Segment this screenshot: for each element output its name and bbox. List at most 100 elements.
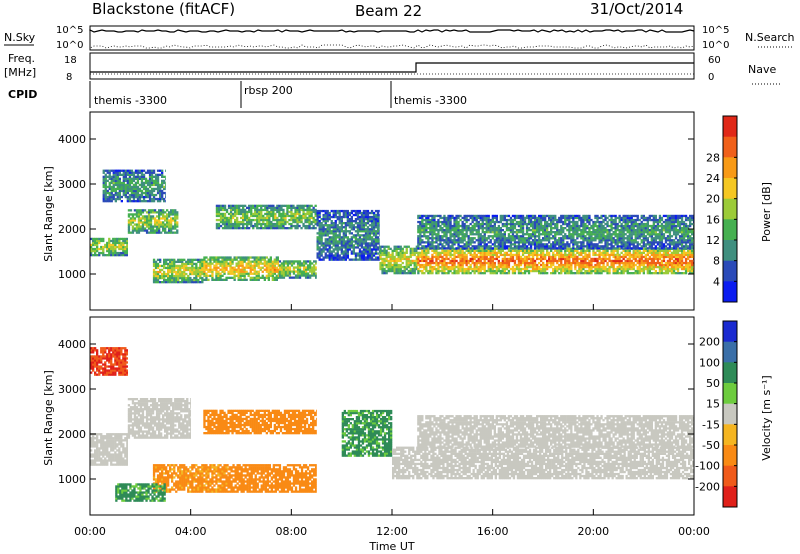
- heatmap-cell: [162, 213, 165, 216]
- heatmap-cell: [523, 267, 527, 271]
- heatmap-cell: [550, 263, 553, 267]
- heatmap-cell: [236, 210, 239, 214]
- heatmap-cell: [215, 206, 219, 209]
- heatmap-cell: [505, 229, 509, 232]
- heatmap-cell: [574, 263, 577, 267]
- heatmap-cell: [286, 206, 289, 209]
- heatmap-cell: [288, 210, 291, 214]
- heatmap-cell: [489, 265, 492, 269]
- heatmap-cell: [473, 253, 476, 257]
- heatmap-cell: [590, 259, 593, 263]
- heatmap-cell: [395, 272, 398, 275]
- heatmap-cell: [509, 253, 513, 257]
- heatmap-cell: [162, 225, 165, 228]
- heatmap-cell: [126, 243, 128, 247]
- heatmap-cell: [173, 268, 176, 272]
- heatmap-cell: [680, 249, 684, 252]
- heatmap-cell: [376, 242, 380, 245]
- heatmap-cell: [116, 193, 119, 197]
- heatmap-cell: [316, 240, 319, 243]
- heatmap-cell: [427, 249, 430, 252]
- heatmap-cell: [421, 259, 424, 263]
- heatmap-cell: [104, 200, 107, 203]
- heatmap-cell: [594, 251, 597, 254]
- heatmap-cell: [461, 222, 464, 226]
- heatmap-cell: [419, 227, 422, 230]
- heatmap-cell: [449, 229, 452, 232]
- heatmap-cell: [449, 231, 452, 234]
- heatmap-cell: [465, 247, 468, 250]
- heatmap-cell: [495, 253, 498, 257]
- heatmap-cell: [183, 262, 186, 266]
- heatmap-cell: [139, 227, 143, 230]
- heatmap-cell: [453, 231, 456, 234]
- heatmap-cell: [403, 255, 406, 259]
- heatmap-cell: [477, 233, 480, 236]
- heatmap-cell: [542, 257, 545, 261]
- heatmap-cell: [594, 272, 597, 275]
- heatmap-cell: [310, 204, 313, 207]
- heatmap-cell: [338, 218, 341, 221]
- heatmap-cell: [346, 246, 349, 249]
- heatmap-cell: [469, 247, 472, 250]
- heatmap-cell: [495, 257, 498, 261]
- heatmap-cell: [372, 224, 376, 227]
- heatmap-cell: [370, 215, 374, 219]
- heatmap-cell: [437, 265, 440, 269]
- heatmap-cell: [134, 193, 138, 197]
- heatmap-cell: [550, 261, 553, 265]
- heatmap-cell: [525, 257, 529, 261]
- heatmap-cell: [191, 260, 194, 263]
- heatmap-cell: [336, 211, 339, 215]
- heatmap-cell: [368, 220, 372, 223]
- heatmap-cell: [275, 266, 278, 269]
- heatmap-cell: [393, 259, 396, 263]
- heatmap-cell: [417, 247, 420, 250]
- heatmap-cell: [447, 227, 450, 230]
- heatmap-cell: [358, 238, 362, 241]
- heatmap-cell: [106, 185, 109, 189]
- heatmap-cell: [676, 257, 680, 261]
- heatmap-cell: [253, 266, 256, 269]
- heatmap-cell: [640, 263, 643, 267]
- heatmap-cell: [142, 183, 146, 187]
- heatmap-cell: [656, 272, 660, 275]
- heatmap-cell: [135, 229, 139, 232]
- heatmap-cell: [405, 261, 408, 265]
- heatmap-cell: [311, 272, 314, 275]
- heatmap-cell: [277, 264, 279, 267]
- heatmap-cell: [646, 259, 649, 263]
- heatmap-cell: [505, 261, 509, 265]
- heatmap-cell: [225, 268, 228, 271]
- heatmap-cell: [628, 255, 631, 259]
- heatmap-cell: [322, 232, 325, 235]
- heatmap-cell: [483, 235, 486, 238]
- heatmap-cell: [554, 269, 557, 273]
- heatmap-cell: [336, 258, 339, 261]
- heatmap-cell: [274, 208, 277, 212]
- heatmap-cell: [138, 200, 142, 203]
- heatmap-cell: [465, 257, 468, 261]
- heatmap-cell: [336, 230, 339, 233]
- heatmap-cell: [332, 250, 335, 253]
- heatmap-cell: [574, 272, 577, 275]
- heatmap-cell: [447, 218, 450, 222]
- heatmap-cell: [586, 249, 589, 252]
- heatmap-cell: [531, 257, 535, 261]
- heatmap-cell: [166, 231, 169, 234]
- heatmap-cell: [358, 234, 362, 237]
- heatmap-cell: [443, 272, 446, 275]
- heatmap-cell: [632, 267, 635, 271]
- heatmap-cell: [231, 262, 234, 265]
- heatmap-cell: [501, 263, 504, 267]
- heatmap-cell: [431, 249, 434, 252]
- heatmap-cell: [511, 231, 515, 234]
- heatmap-cell: [217, 212, 221, 216]
- heatmap-cell: [176, 225, 179, 228]
- heatmap-cell: [150, 191, 154, 195]
- heatmap-cell: [276, 208, 279, 212]
- heatmap-cell: [158, 211, 161, 214]
- heatmap-cell: [306, 264, 310, 267]
- heatmap-cell: [455, 229, 458, 232]
- heatmap-cell: [336, 224, 339, 227]
